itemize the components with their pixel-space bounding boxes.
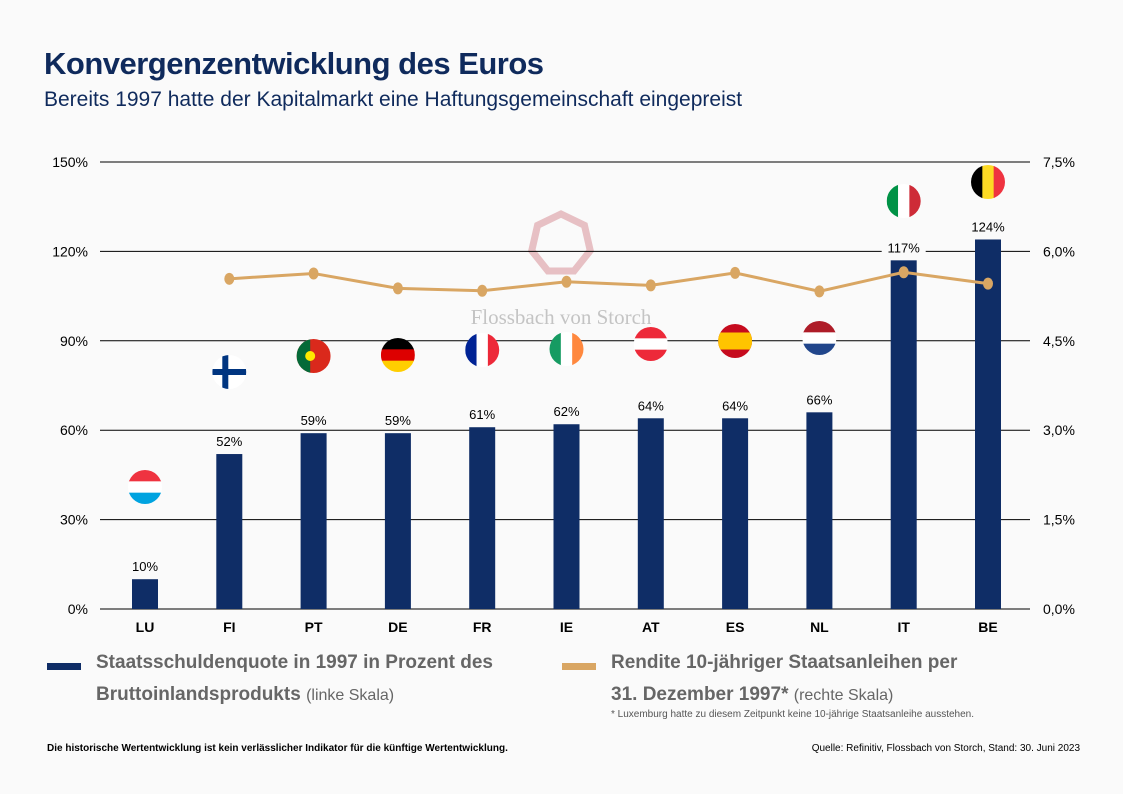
- bar-PT: [300, 433, 327, 609]
- portugal-flag-icon: [296, 339, 331, 373]
- yield-point: [730, 266, 741, 279]
- legend-bar-text: Staatsschuldenquote in 1997 in Prozent d…: [96, 652, 493, 673]
- ireland-flag-icon: [549, 332, 584, 366]
- left-axis-tick: 150%: [52, 154, 88, 170]
- bar-value-label: 52%: [216, 434, 242, 449]
- category-label: IE: [560, 619, 573, 635]
- left-axis-tick: 0%: [68, 601, 88, 617]
- bar-label-bg: [797, 390, 842, 409]
- bar-value-label: 64%: [638, 398, 664, 413]
- right-axis-tick: 7,5%: [1043, 154, 1075, 170]
- yield-point: [814, 285, 825, 298]
- legend-line-text2: 31. Dezember 1997: [611, 684, 782, 705]
- bar-label-bg: [460, 405, 505, 424]
- bar-FR: [469, 427, 496, 609]
- bar-value-label: 59%: [385, 413, 411, 428]
- right-axis-tick: 4,5%: [1043, 333, 1075, 349]
- bar-value-label: 66%: [806, 392, 832, 407]
- yield-point: [898, 266, 909, 279]
- right-axis-tick: 6,0%: [1043, 243, 1075, 259]
- category-label: AT: [642, 619, 660, 635]
- yield-point: [224, 272, 235, 285]
- bar-BE: [975, 239, 1001, 610]
- legend-bar-text2: Bruttoinlandsprodukts: [96, 684, 301, 705]
- legend-line-label: Rendite 10-jähriger Staatsanleihen per 3…: [611, 647, 957, 712]
- legend-bar-label: Staatsschuldenquote in 1997 in Prozent d…: [96, 647, 493, 712]
- netherlands-flag-icon: [802, 321, 837, 355]
- austria-flag-icon: [633, 327, 668, 361]
- yield-point: [392, 282, 403, 295]
- bar-label-bg: [375, 411, 420, 430]
- bar-label-bg: [881, 238, 926, 257]
- bar-label-bg: [628, 396, 673, 415]
- right-axis-tick: 3,0%: [1043, 422, 1075, 438]
- france-flag-icon: [465, 333, 500, 367]
- legend-line-scale: (rechte Skala): [793, 687, 894, 704]
- bar-value-label: 10%: [132, 559, 158, 574]
- legend-line-swatch: [562, 663, 596, 670]
- yield-point: [561, 275, 572, 288]
- legend-line-star: *: [781, 684, 789, 705]
- bar-value-label: 59%: [301, 413, 327, 428]
- bar-ES: [722, 418, 749, 609]
- category-label: LU: [136, 619, 155, 635]
- category-label: ES: [726, 619, 745, 635]
- bar-value-label: 124%: [971, 219, 1005, 234]
- source: Quelle: Refinitiv, Flossbach von Storch,…: [811, 743, 1080, 754]
- watermark-text: Flossbach von Storch: [471, 305, 652, 329]
- category-label: FR: [473, 619, 492, 635]
- category-label: PT: [305, 619, 323, 635]
- bar-IE: [553, 424, 580, 609]
- category-label: NL: [810, 619, 829, 635]
- legend-bar-scale: (linke Skala): [306, 687, 395, 704]
- left-axis-tick: 90%: [60, 333, 88, 349]
- yield-line: [229, 270, 989, 293]
- bar-value-label: 61%: [469, 407, 495, 422]
- bar-label-bg: [966, 217, 1010, 236]
- category-label: FI: [223, 619, 235, 635]
- legend-line-text: Rendite 10-jähriger Staatsanleihen per: [611, 652, 958, 673]
- bar-FI: [216, 454, 243, 609]
- watermark-logo-icon: [527, 210, 595, 275]
- bar-label-bg: [291, 411, 336, 430]
- footnote: * Luxemburg hatte zu diesem Zeitpunkt ke…: [611, 709, 975, 720]
- bar-label-bg: [207, 432, 252, 451]
- left-axis-tick: 60%: [60, 422, 88, 438]
- bar-label-bg: [123, 557, 167, 576]
- right-axis-tick: 0,0%: [1043, 601, 1075, 617]
- category-label: DE: [388, 619, 407, 635]
- belgium-flag-icon: [971, 165, 1005, 199]
- bar-LU: [132, 579, 158, 609]
- left-axis-tick: 120%: [52, 243, 88, 259]
- bar-value-label: 62%: [553, 404, 579, 419]
- disclaimer: Die historische Wertentwicklung ist kein…: [47, 743, 508, 754]
- yield-point: [308, 267, 319, 280]
- yield-point: [477, 284, 488, 297]
- bar-label-bg: [544, 402, 589, 421]
- bar-value-label: 64%: [722, 398, 748, 413]
- bar-value-label: 117%: [888, 240, 921, 255]
- germany-flag-icon: [380, 338, 415, 372]
- finland-flag-icon: [212, 355, 247, 389]
- bar-DE: [384, 433, 411, 609]
- spain-flag-icon: [718, 324, 753, 358]
- bar-AT: [637, 418, 664, 609]
- category-label: BE: [978, 619, 997, 635]
- chart-title: Konvergenzentwicklung des Euros: [44, 46, 544, 81]
- bar-NL: [806, 412, 833, 609]
- category-label: IT: [897, 619, 910, 635]
- italy-flag-icon: [886, 184, 921, 218]
- chart-subtitle: Bereits 1997 hatte der Kapitalmarkt eine…: [44, 88, 743, 111]
- right-axis-tick: 1,5%: [1043, 512, 1075, 528]
- yield-point: [645, 279, 656, 292]
- legend-bar-swatch: [47, 663, 81, 670]
- bar-IT: [890, 260, 917, 609]
- left-axis-tick: 30%: [60, 512, 88, 528]
- bar-label-bg: [713, 396, 758, 415]
- luxembourg-flag-icon: [128, 470, 162, 504]
- yield-point: [983, 277, 993, 290]
